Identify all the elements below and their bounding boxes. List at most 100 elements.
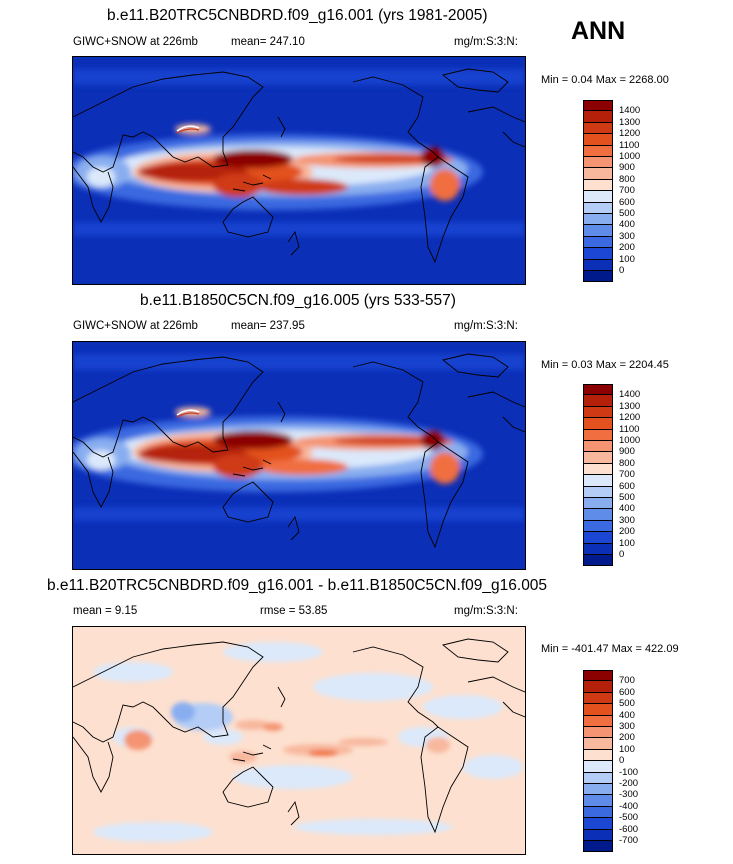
colorbar-box [583,259,613,271]
colorbar-tick-label: 100 [619,743,635,755]
panel-1-field-label: GIWC+SNOW at 226mb [73,36,198,48]
colorbar-box [583,214,613,226]
colorbar-tick-label: 0 [619,755,625,767]
panel-3-map [72,626,526,855]
colorbar-box [583,145,613,157]
panel-2-field-svg [73,342,525,569]
colorbar-box [583,384,613,396]
colorbar-tick-label: 400 [619,219,635,231]
colorbar-box [583,841,613,853]
colorbar-tick-label: 100 [619,537,635,549]
colorbar-tick-label: 1400 [619,389,641,401]
panel-3-field-svg [73,627,525,854]
colorbar-tick-label: 1400 [619,105,641,117]
colorbar-box [583,271,613,283]
colorbar-box [583,111,613,123]
panel-3-coastlines [73,638,525,834]
panel-2-mean-label: mean= 237.95 [231,320,305,332]
colorbar-box [583,498,613,510]
panel-3-colorbar: 700 600 500 400 300 200 100 0 -100 -200 -300 -400 -5… [583,670,643,853]
panel-1-colorbar: 1400 1300 1200 1100 1000 900 800 700 600 500 400 30… [583,100,643,283]
colorbar-tick-label: 500 [619,208,635,219]
colorbar-tick-label: 300 [619,230,635,242]
colorbar-box [583,236,613,249]
colorbar-box [583,738,613,750]
colorbar-tick-label: -300 [619,789,639,801]
colorbar-tick-label: -500 [619,812,639,824]
colorbar-box [583,818,613,830]
colorbar-tick-label: 700 [619,469,635,481]
colorbar-box [583,122,613,135]
colorbar-box [583,418,613,430]
panel-2-title: b.e11.B1850C5CN.f09_g16.005 (yrs 533-557… [140,292,456,309]
season-label: ANN [571,17,626,45]
colorbar-box [583,761,613,773]
colorbar-tick-label: 400 [619,709,635,721]
colorbar-tick-label: 600 [619,196,635,208]
colorbar-tick-label: 1000 [619,435,641,446]
colorbar-box [583,532,613,544]
colorbar-box [583,727,613,739]
colorbar-box [583,179,613,192]
colorbar-box [583,704,613,716]
colorbar-tick-label: -700 [619,835,639,846]
colorbar-tick-label: -100 [619,766,639,778]
colorbar-tick-label: 900 [619,446,635,458]
colorbar-box [583,441,613,453]
colorbar-box [583,100,613,112]
panel-3-units-label: mg/m:S:3:N: [454,605,518,617]
colorbar-tick-label: 1200 [619,412,641,424]
colorbar-box [583,406,613,419]
colorbar-tick-label: 300 [619,721,635,732]
colorbar-box [583,670,613,682]
colorbar-tick-label: 500 [619,698,635,710]
colorbar-box [583,395,613,407]
colorbar-box [583,829,613,841]
colorbar-box [583,452,613,464]
colorbar-box [583,772,613,784]
colorbar-box [583,520,613,533]
panel-2-units-label: mg/m:S:3:N: [454,320,518,332]
colorbar-box [583,429,613,441]
colorbar-tick-label: 0 [619,549,625,560]
colorbar-tick-label: 900 [619,162,635,174]
colorbar-tick-label: 200 [619,732,635,744]
panel-3-title: b.e11.B20TRC5CNBDRD.f09_g16.001 - b.e11.… [47,577,548,594]
colorbar-tick-label: 700 [619,185,635,197]
colorbar-box [583,749,613,762]
colorbar-box [583,475,613,487]
colorbar-box [583,157,613,169]
colorbar-box [583,486,613,498]
colorbar-box [583,795,613,807]
colorbar-box [583,202,613,214]
colorbar-box [583,191,613,203]
panel-2-field-label: GIWC+SNOW at 226mb [73,320,198,332]
colorbar-box [583,692,613,705]
panel-1-minmax: Min = 0.04 Max = 2268.00 [541,74,669,86]
colorbar-box [583,134,613,146]
panel-1-units-label: mg/m:S:3:N: [454,36,518,48]
colorbar-tick-label: 1100 [619,423,640,435]
colorbar-tick-label: 700 [619,675,635,687]
colorbar-tick-label: 800 [619,173,635,185]
colorbar-box [583,681,613,693]
colorbar-tick-label: 600 [619,686,635,698]
colorbar-tick-label: 1300 [619,116,641,128]
panel-3-minmax: Min = -401.47 Max = 422.09 [541,643,679,655]
colorbar-tick-label: 600 [619,480,635,492]
panel-3-rmse-label: rmse = 53.85 [260,605,328,617]
panel-2-coastlines [73,353,525,549]
colorbar-tick-label: 1000 [619,151,641,162]
panel-1-field-svg [73,57,525,284]
colorbar-tick-label: 1200 [619,128,641,140]
colorbar-tick-label: 800 [619,457,635,469]
colorbar-box [583,543,613,555]
panel-2-colorbar: 1400 1300 1200 1100 1000 900 800 700 600 500 400 30… [583,384,643,567]
colorbar-box [583,168,613,180]
colorbar-tick-label: 400 [619,503,635,515]
colorbar-tick-label: -600 [619,823,639,835]
colorbar-box [583,555,613,567]
colorbar-box [583,463,613,476]
colorbar-box [583,784,613,796]
panel-2-map [72,341,526,570]
